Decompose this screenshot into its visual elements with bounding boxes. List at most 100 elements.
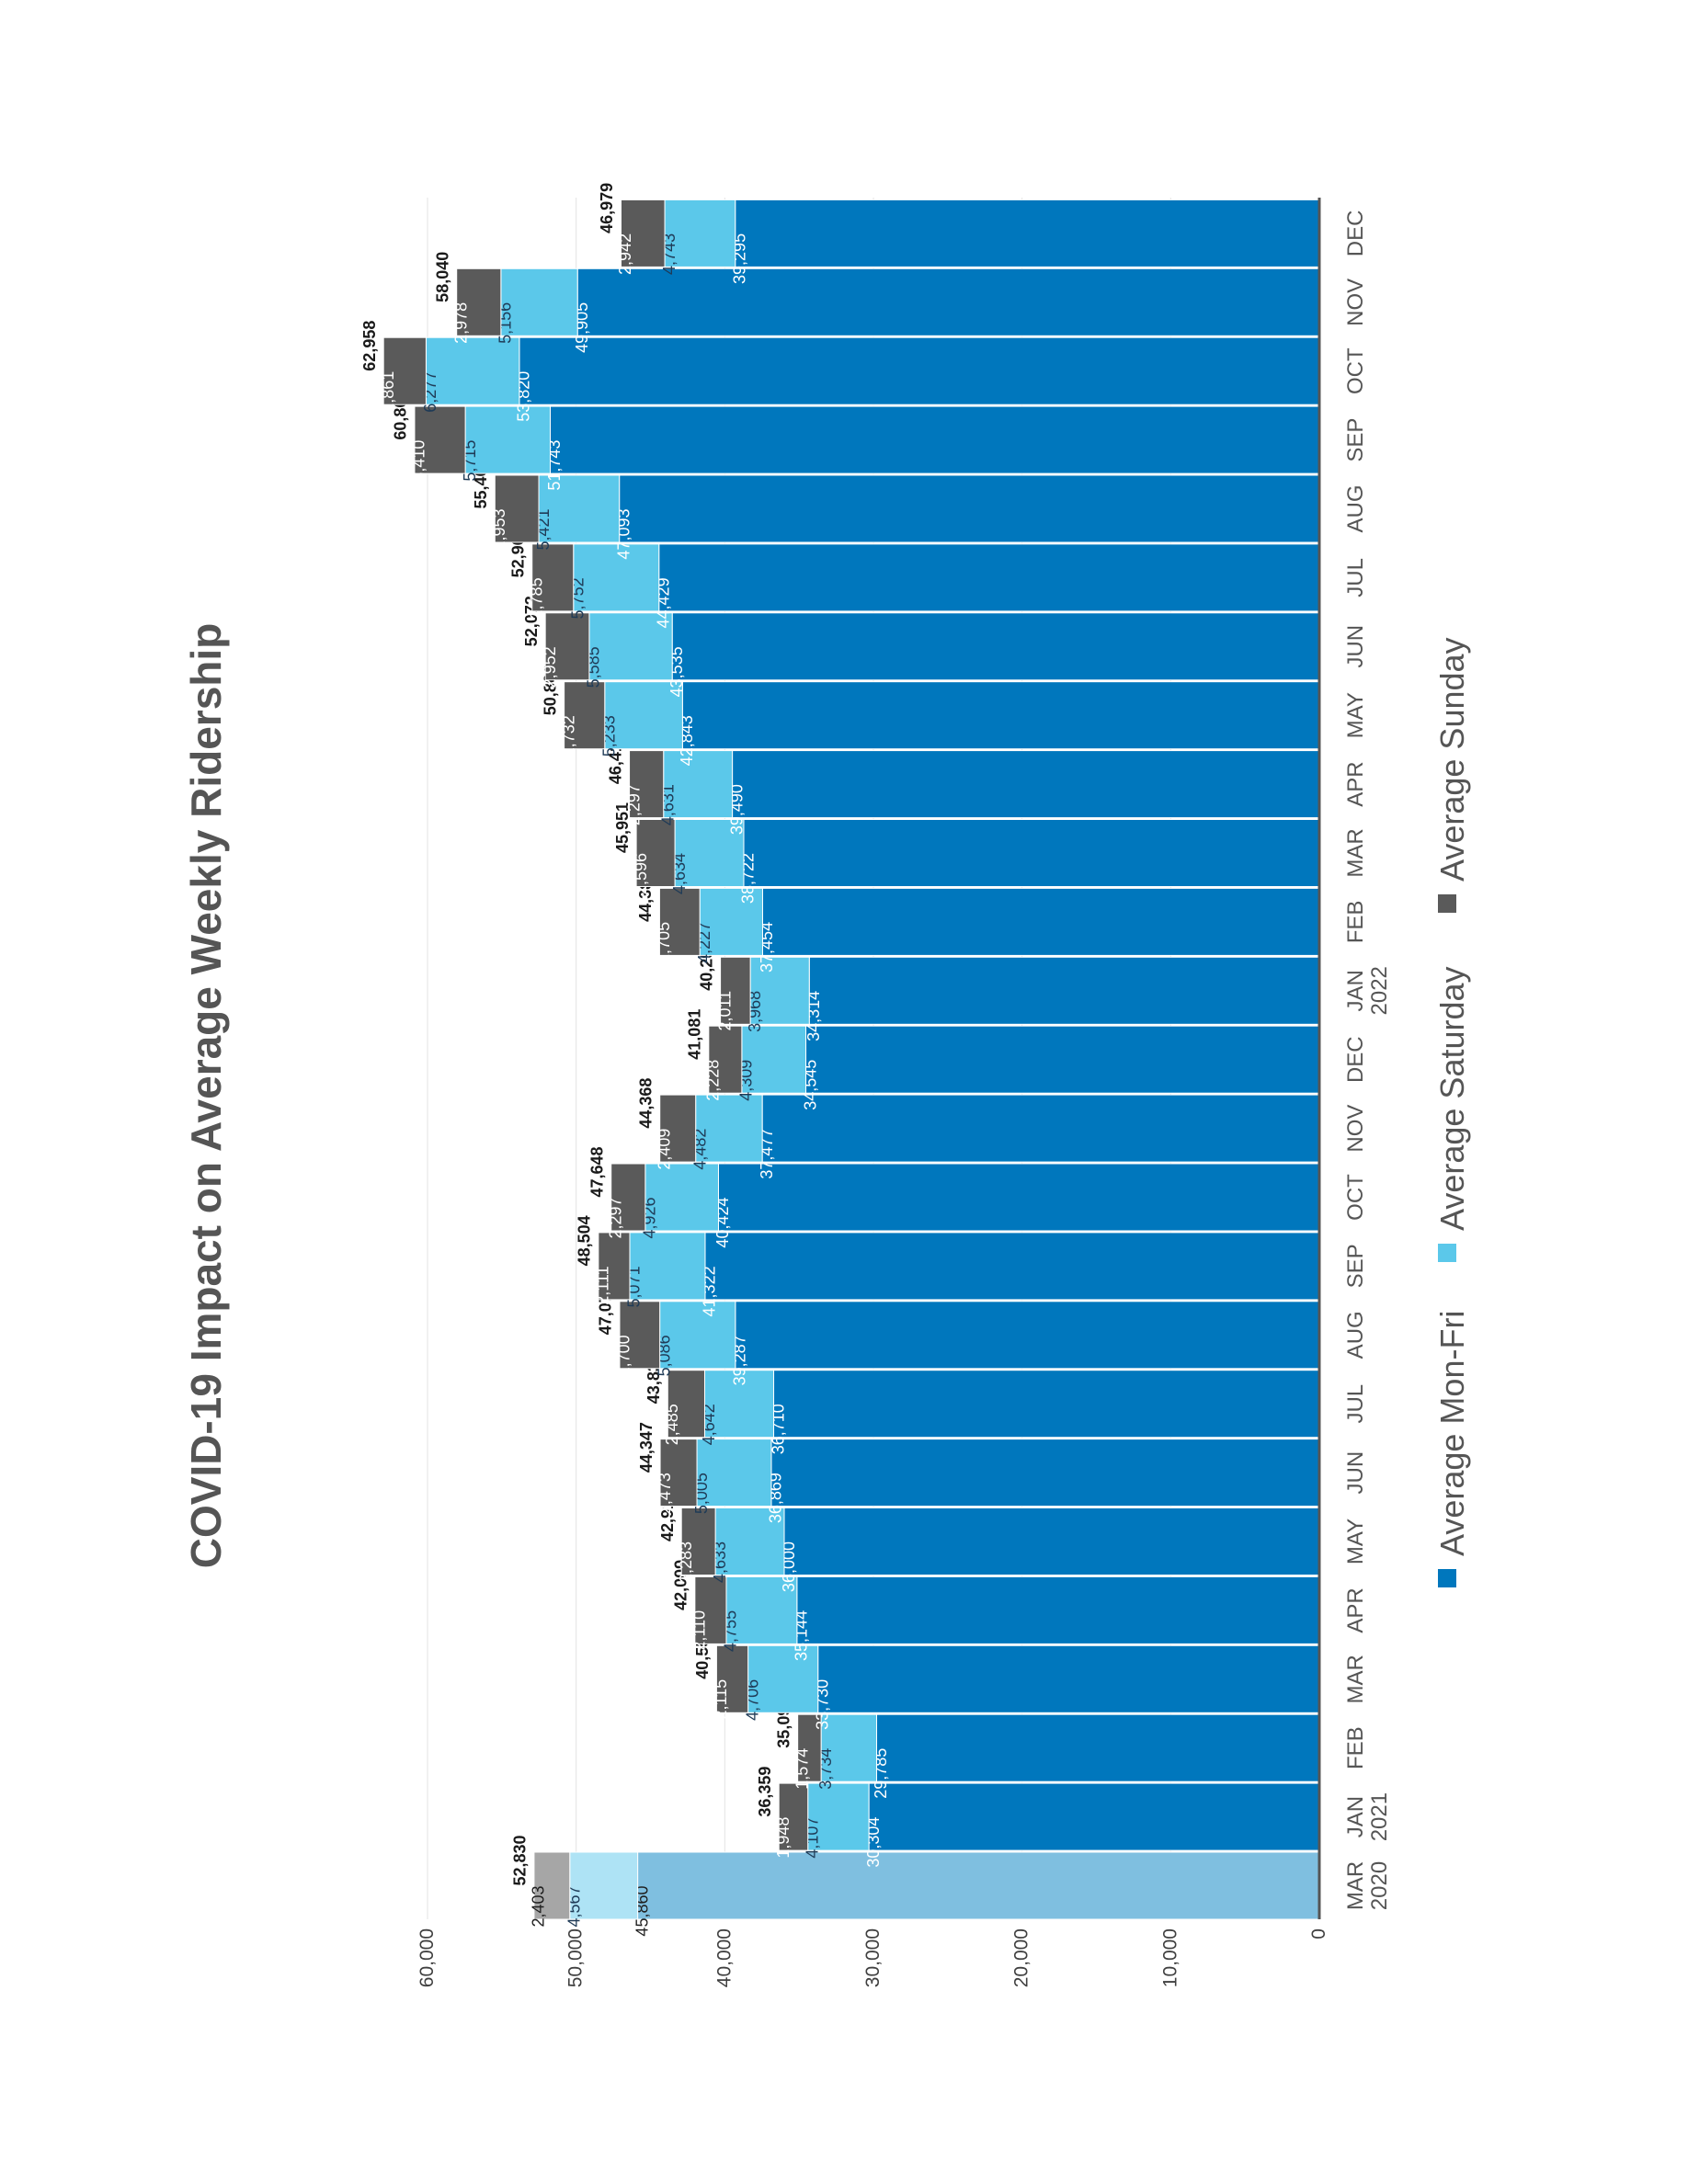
total-label: 47,648	[587, 1146, 606, 1197]
bar-segment	[663, 750, 734, 819]
x-tick-label: NOV	[1343, 279, 1368, 326]
bar-segment	[629, 1232, 706, 1301]
data-label: 2,700	[615, 1335, 633, 1376]
bar-segment	[868, 1782, 1320, 1851]
x-tick-label: AUG	[1343, 484, 1368, 532]
bar-segment	[747, 1644, 819, 1713]
data-label: 2,403	[530, 1886, 548, 1928]
total-label: 58,040	[433, 252, 451, 302]
total-label: 45,951	[613, 802, 632, 853]
data-label: 2,409	[655, 1129, 673, 1170]
bar-segment	[743, 819, 1320, 887]
legend-swatch	[1438, 1569, 1456, 1587]
bar-segment	[875, 1713, 1320, 1782]
bar-segment	[588, 612, 673, 681]
x-tick-label: APR	[1343, 1587, 1368, 1632]
data-label: 2,297	[624, 784, 643, 825]
x-tick-label: JUN	[1343, 625, 1368, 668]
x-tick-label: JUL	[1343, 558, 1368, 597]
bar-segment	[708, 1025, 743, 1094]
y-tick-label: 30,000	[862, 1928, 884, 1987]
x-tick-label: MAR	[1343, 1861, 1368, 1910]
bar-segment	[761, 1094, 1320, 1163]
bar-segment	[714, 1507, 785, 1575]
legend-label: Average Sunday	[1433, 637, 1471, 882]
bar-segment	[761, 887, 1320, 956]
x-tick-label: JUL	[1343, 1384, 1368, 1424]
x-tick-label: JAN	[1343, 1796, 1368, 1837]
bar-segment	[805, 1025, 1320, 1094]
data-label: 2,953	[490, 509, 508, 551]
data-label: 2,297	[606, 1198, 624, 1239]
bar-segment	[382, 336, 427, 405]
bar-segment	[735, 1301, 1320, 1370]
bar-segment	[749, 956, 810, 1025]
data-label: 2,861	[379, 371, 397, 413]
x-tick-label: NOV	[1343, 1105, 1368, 1153]
x-tick-label: 2022	[1367, 966, 1392, 1015]
bar-segment	[658, 543, 1320, 612]
bar-segment	[681, 681, 1320, 750]
bar-segment	[659, 1439, 698, 1507]
bar-segment	[659, 1094, 697, 1163]
legend-swatch	[1438, 894, 1456, 913]
bar-segment	[674, 819, 745, 887]
bar-segment	[619, 474, 1320, 543]
x-tick-label: DEC	[1343, 210, 1368, 257]
bar-segment	[808, 956, 1320, 1025]
x-tick-label: FEB	[1343, 901, 1368, 944]
bar-segment	[680, 1507, 716, 1575]
bar-segment	[817, 1644, 1320, 1713]
total-label: 48,504	[576, 1215, 594, 1266]
bar-segment	[658, 887, 701, 956]
bar-segment	[797, 1713, 822, 1782]
bar-segment	[494, 474, 540, 543]
x-tick-label: JUN	[1343, 1451, 1368, 1495]
legend-swatch	[1438, 1244, 1456, 1262]
bar-segment	[635, 819, 676, 887]
bar-segment	[549, 405, 1320, 474]
data-label: 2,111	[594, 1266, 612, 1304]
data-label: 3,410	[410, 440, 428, 482]
x-tick-label: DEC	[1343, 1036, 1368, 1083]
x-tick-label: MAY	[1343, 692, 1368, 738]
bar-segment	[620, 199, 666, 267]
total-label: 52,830	[511, 1835, 530, 1885]
bar-segment	[544, 612, 590, 681]
total-label: 36,359	[756, 1767, 774, 1817]
bar-segment	[414, 405, 466, 474]
x-tick-label: OCT	[1343, 347, 1368, 394]
bar-segment	[538, 474, 621, 543]
legend-label: Average Saturday	[1433, 966, 1471, 1231]
bar-segment	[773, 1370, 1320, 1439]
bar-segment	[637, 1851, 1320, 1920]
bar-segment	[735, 199, 1320, 267]
bar-segment	[629, 750, 665, 819]
bar-segment	[717, 1163, 1320, 1232]
y-tick-label: 10,000	[1159, 1928, 1180, 1987]
y-tick-label: 20,000	[1011, 1928, 1032, 1987]
x-tick-label: MAR	[1343, 828, 1368, 877]
bar-segment	[569, 1851, 639, 1920]
data-label: 2,011	[715, 991, 734, 1031]
y-tick-label: 50,000	[565, 1928, 587, 1987]
data-label: 2,705	[655, 922, 673, 963]
data-label: 2,228	[704, 1060, 723, 1101]
bar-segment	[725, 1575, 798, 1644]
data-label: 1,948	[774, 1817, 793, 1859]
bar-segment	[531, 543, 575, 612]
bar-segment	[715, 1644, 749, 1713]
bar-segment	[464, 405, 551, 474]
data-label: 2,785	[527, 577, 545, 619]
x-tick-label: AUG	[1343, 1311, 1368, 1359]
x-tick-label: SEP	[1343, 1244, 1368, 1288]
data-label: 2,942	[616, 233, 634, 275]
x-tick-label: APR	[1343, 761, 1368, 806]
bar-segment	[696, 1439, 772, 1507]
bar-segment	[564, 681, 606, 750]
bar-segment	[694, 1575, 727, 1644]
data-label: 2,732	[559, 715, 577, 756]
data-label: 2,485	[663, 1404, 681, 1445]
bar-segment	[619, 1301, 661, 1370]
